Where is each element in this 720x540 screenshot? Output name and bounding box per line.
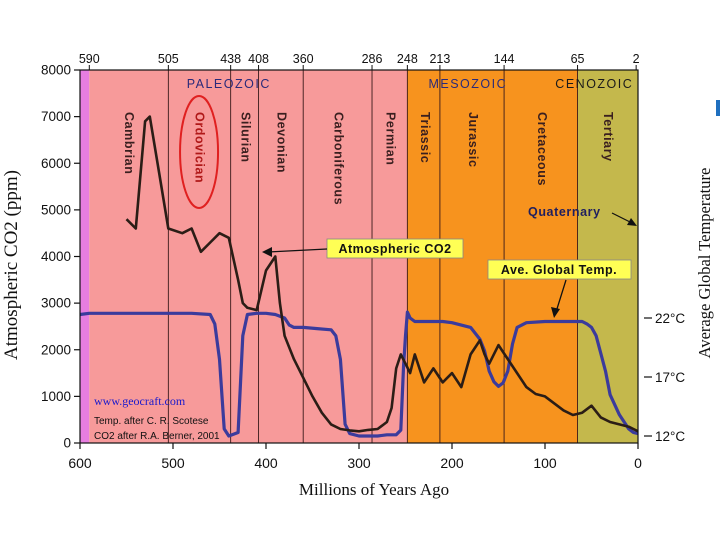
top-tick-label-65: 65 [571, 52, 585, 66]
era-labels: PALEOZOIC MESOZOIC CENOZOIC [187, 77, 633, 91]
period-label-permian: Permian [383, 112, 397, 166]
y-tick-label-6000: 6000 [41, 156, 71, 171]
temp-tick-label-22: 22°C [655, 311, 685, 326]
top-tick-label-408: 408 [248, 52, 269, 66]
x-tick-label-400: 400 [254, 455, 278, 471]
x-tick-label-200: 200 [440, 455, 464, 471]
top-tick-label-360: 360 [293, 52, 314, 66]
y2-axis-title: Average Global Temperature [695, 168, 714, 359]
annotations: Atmospheric CO2 Ave. Global Temp. Quaterna… [94, 205, 637, 442]
x-axis-title: Millions of Years Ago [299, 480, 449, 499]
top-tick-label-505: 505 [158, 52, 179, 66]
top-tick-label-438: 438 [220, 52, 241, 66]
y-tick-label-8000: 8000 [41, 63, 71, 78]
y-tick-label-1000: 1000 [41, 389, 71, 404]
period-label-carboniferous: Carboniferous [331, 112, 345, 205]
x-tick-label-0: 0 [634, 455, 642, 471]
co2-line [125, 115, 639, 433]
temp-tick-label-12: 12°C [655, 429, 685, 444]
y-tick-label-7000: 7000 [41, 109, 71, 124]
highlight-circle-ordovician [179, 95, 220, 209]
top-tick-label-286: 286 [362, 52, 383, 66]
period-label-tertiary: Tertiary [601, 112, 615, 162]
co2-arrow-head [262, 247, 272, 257]
quaternary-arrow-head [627, 218, 637, 226]
co2-label-text: Atmospheric CO2 [338, 242, 451, 256]
temp-arrow-head [551, 307, 560, 318]
x-axis: 600 500 400 300 200 100 0 Millions of Years Ago [68, 443, 642, 499]
top-tick-label-2: 2 [633, 52, 640, 66]
temperature-line [79, 310, 639, 438]
temp-arrow-shaft [555, 279, 567, 313]
y-tick-label-2000: 2000 [41, 342, 71, 357]
x-tick-label-300: 300 [347, 455, 371, 471]
period-label-ordovician: Ordovician [193, 112, 207, 183]
x-tick-label-100: 100 [533, 455, 557, 471]
period-label-devonian: Devonian [275, 112, 289, 173]
period-label-silurian: Silurian [238, 112, 252, 163]
era-label-cenozoic: CENOZOIC [555, 77, 633, 91]
precambrian-band [80, 70, 90, 443]
y-tick-label-5000: 5000 [41, 202, 71, 217]
era-label-mesozoic: MESOZOIC [428, 77, 507, 91]
geocraft-source-link: www.geocraft.com [94, 394, 186, 408]
y-tick-label-4000: 4000 [41, 249, 71, 264]
co2-arrow-shaft [267, 248, 328, 253]
left-y-axis: 0 1000 2000 3000 4000 5000 6000 7000 8000 Atmosph… [1, 63, 80, 451]
top-tick-label-248: 248 [397, 52, 418, 66]
period-label-cambrian: Cambrian [122, 112, 136, 174]
top-tick-label-590: 590 [79, 52, 100, 66]
y-axis-title: Atmospheric CO2 (ppm) [1, 170, 22, 360]
credit-co2: CO2 after R.A. Berner, 2001 [94, 431, 220, 442]
period-label-cretaceous: Cretaceous [535, 112, 549, 186]
temp-tick-label-17: 17°C [655, 370, 685, 385]
y-tick-label-3000: 3000 [41, 296, 71, 311]
temp-label-text: Ave. Global Temp. [501, 263, 617, 277]
slide-corner-accent [716, 100, 720, 116]
period-label-triassic: Triassic [418, 112, 432, 163]
period-label-jurassic: Jurassic [466, 112, 480, 168]
top-boundary-ticks: 590 505 438 408 360 286 248 213 144 65 2 [79, 52, 640, 70]
co2-label-box [326, 238, 464, 259]
temp-label-box [487, 259, 632, 280]
era-label-paleozoic: PALEOZOIC [187, 77, 271, 91]
quaternary-label: Quaternary [528, 205, 601, 219]
top-tick-label-213: 213 [429, 52, 450, 66]
y-tick-label-0: 0 [63, 436, 71, 451]
x-tick-label-600: 600 [68, 455, 92, 471]
data-series [79, 115, 639, 438]
credit-temperature: Temp. after C. R. Scotese [94, 416, 209, 427]
x-tick-label-500: 500 [161, 455, 185, 471]
right-temperature-axis: 22°C 17°C 12°C Average Global Temperature [644, 168, 714, 444]
quaternary-arrow-shaft [611, 212, 633, 224]
period-labels: Cambrian Ordovician Silurian Devonian Carbon… [122, 95, 615, 209]
top-tick-label-144: 144 [494, 52, 515, 66]
